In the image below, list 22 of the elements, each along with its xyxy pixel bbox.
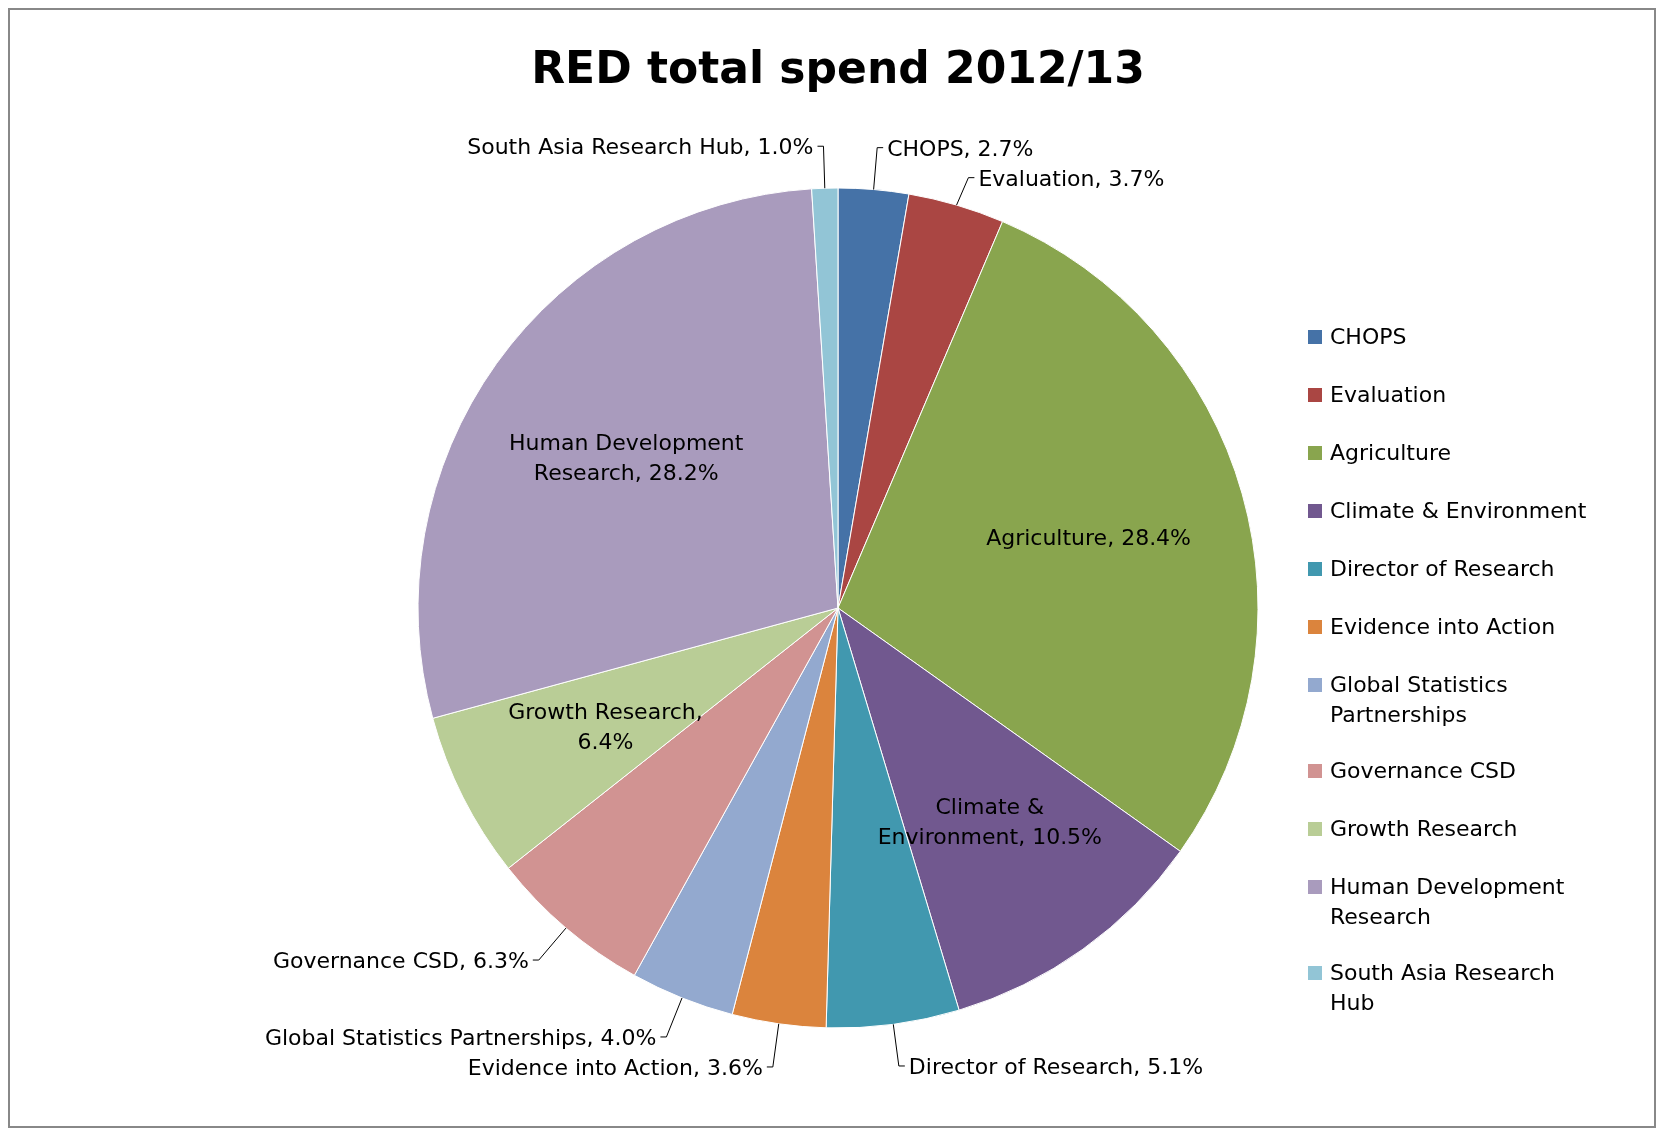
data-label: South Asia Research Hub, 1.0% <box>467 134 814 160</box>
data-label: Evidence into Action, 3.6% <box>467 1054 763 1080</box>
data-label: Human Development Research, 28.2% <box>509 430 744 486</box>
legend-label: Human Development Research <box>1330 874 1565 929</box>
legend-label: Climate & Environment <box>1330 498 1587 523</box>
legend-label: Growth Research <box>1330 816 1518 841</box>
legend-label: Global Statistics Partnerships <box>1330 672 1508 727</box>
data-label: Governance CSD, 6.3% <box>272 948 529 974</box>
legend-label: Governance CSD <box>1330 758 1516 783</box>
legend-label: Evidence into Action <box>1330 614 1556 639</box>
data-label: Director of Research, 5.1% <box>908 1053 1204 1079</box>
legend-label: Director of Research <box>1330 556 1555 581</box>
legend-label: Agriculture <box>1330 440 1451 465</box>
legend-label: South Asia Research Hub <box>1330 960 1555 1015</box>
data-label: CHOPS, 2.7% <box>887 135 1034 161</box>
chart-title: RED total spend 2012/13 <box>531 42 1145 93</box>
data-label: Growth Research, 6.4% <box>508 699 703 755</box>
legend-label: CHOPS <box>1330 324 1407 349</box>
data-label: Evaluation, 3.7% <box>978 165 1165 191</box>
data-label: Agriculture, 28.4% <box>986 525 1192 551</box>
legend-label: Evaluation <box>1330 382 1447 407</box>
data-label: Global Statistics Partnerships, 4.0% <box>264 1024 657 1050</box>
